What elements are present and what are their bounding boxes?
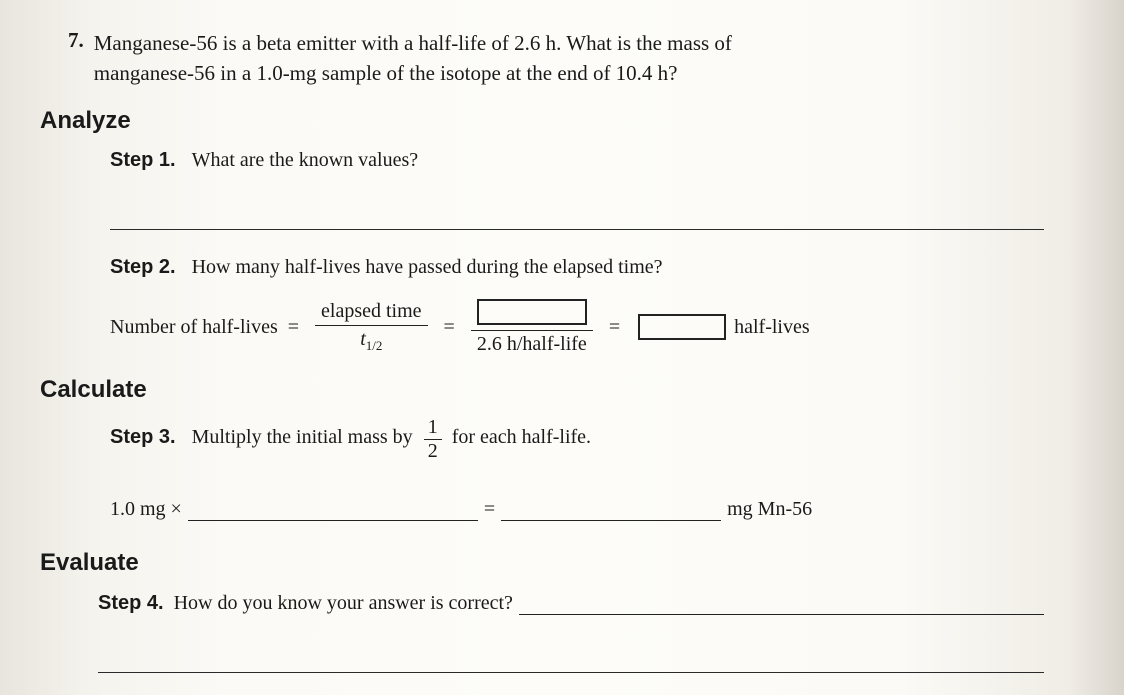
question-number: 7. [68,28,84,53]
question-line1: Manganese-56 is a beta emitter with a ha… [94,28,732,58]
fill-eq: = [484,498,495,521]
step4-row: Step 4. How do you know your answer is c… [98,591,1064,615]
step4-text: How do you know your answer is correct? [174,592,513,615]
step1-answer-line[interactable] [110,202,1044,230]
t-subscript: 1/2 [366,338,383,353]
step1-row: Step 1. What are the known values? [110,149,1064,172]
fill-unit: mg Mn-56 [727,498,812,521]
step4-answer-line-2[interactable] [98,645,1044,673]
equals-3: = [609,316,620,339]
fill-lhs: 1.0 mg × [110,498,182,521]
step1-text: What are the known values? [192,149,419,171]
equals-1: = [288,316,299,339]
numerator-input-box[interactable] [477,299,587,325]
half-lives-unit: half-lives [734,316,810,339]
frac2-numerator [471,299,593,331]
half-num: 1 [424,416,442,440]
formula-lhs: Number of half-lives [110,316,278,339]
step1-label: Step 1. [110,149,176,171]
analyze-heading: Analyze [40,107,1064,135]
half-den: 2 [424,440,442,463]
step2-label: Step 2. [110,256,176,278]
step2-row: Step 2. How many half-lives have passed … [110,256,1064,279]
result-input-box[interactable] [638,314,726,340]
frac1-denominator: t1/2 [354,326,388,354]
evaluate-heading: Evaluate [40,549,1064,577]
step3-row: Step 3. Multiply the initial mass by 1 2… [110,416,1064,463]
frac1-numerator: elapsed time [315,300,428,326]
step2-formula: Number of half-lives = elapsed time t1/2… [110,299,1064,356]
fraction-elapsed: elapsed time t1/2 [315,300,428,354]
fill-blank-1[interactable] [188,497,478,521]
step3-fill-row: 1.0 mg × = mg Mn-56 [110,497,1064,521]
frac2-denominator: 2.6 h/half-life [471,331,593,356]
equals-2: = [444,316,455,339]
step2-text: How many half-lives have passed during t… [192,256,663,278]
step3-text-a: Multiply the initial mass by [192,426,418,448]
question-block: 7. Manganese-56 is a beta emitter with a… [68,28,1064,89]
question-line2: manganese-56 in a 1.0-mg sample of the i… [94,58,732,88]
question-text-wrap: Manganese-56 is a beta emitter with a ha… [94,28,732,89]
calculate-heading: Calculate [40,376,1064,404]
fraction-half: 1 2 [424,416,442,463]
fraction-box: 2.6 h/half-life [471,299,593,356]
step3-label: Step 3. [110,426,176,448]
step4-label: Step 4. [98,592,164,615]
fill-blank-2[interactable] [501,497,721,521]
step3-text-b: for each half-life. [452,426,591,448]
step4-answer-line-1[interactable] [519,591,1044,615]
